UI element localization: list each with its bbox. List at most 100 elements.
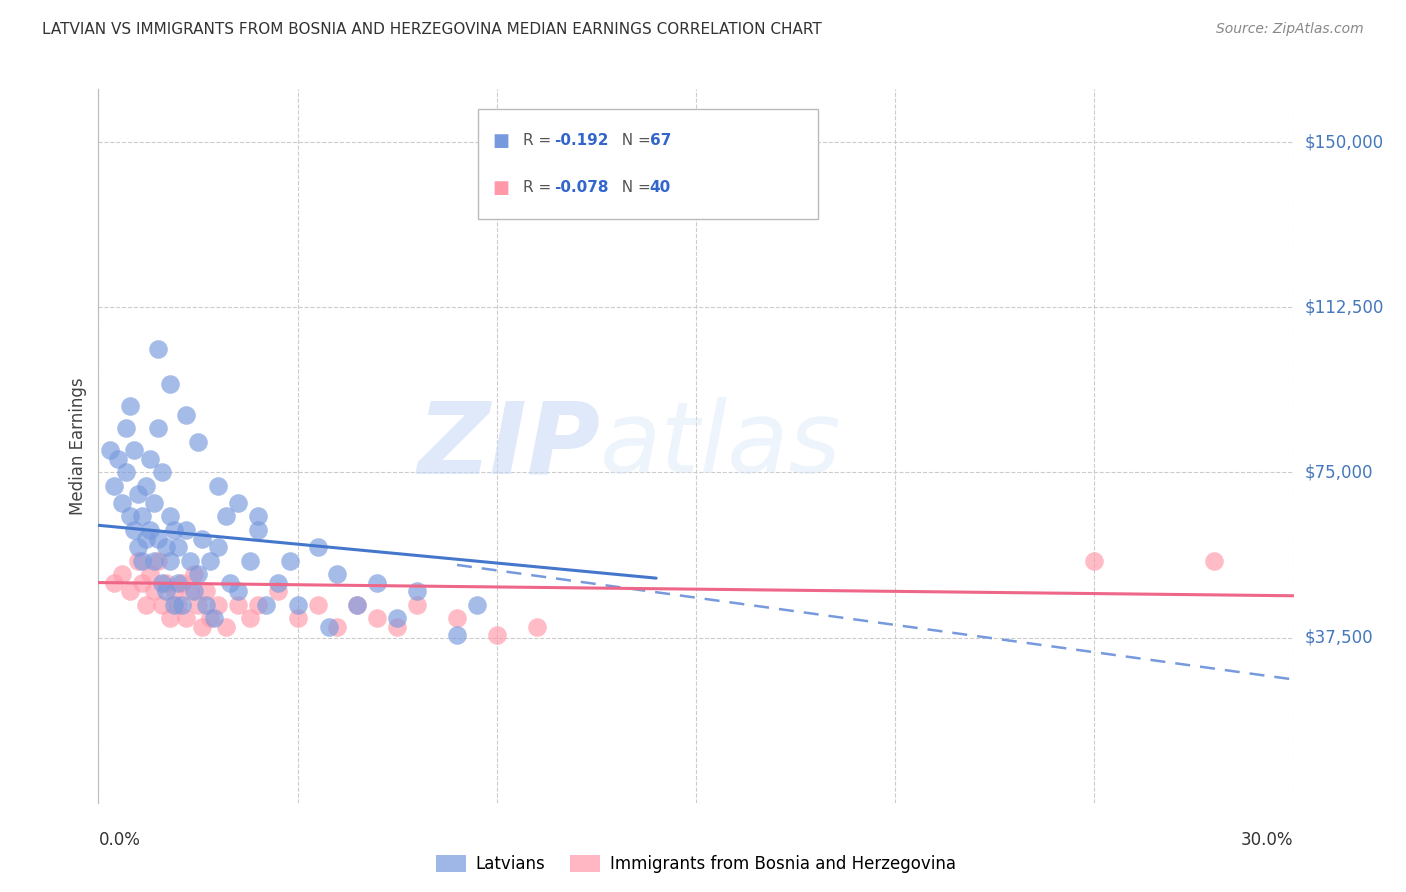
Text: LATVIAN VS IMMIGRANTS FROM BOSNIA AND HERZEGOVINA MEDIAN EARNINGS CORRELATION CH: LATVIAN VS IMMIGRANTS FROM BOSNIA AND HE… [42, 22, 823, 37]
Point [187, 598, 209, 612]
Point [246, 509, 269, 524]
Point [346, 598, 368, 612]
Point [131, 553, 153, 567]
Point [143, 553, 166, 567]
Point [207, 598, 229, 612]
Point [194, 584, 218, 599]
Point [191, 532, 214, 546]
Point [159, 611, 181, 625]
Text: 40: 40 [650, 180, 671, 195]
Point [163, 523, 186, 537]
Point [148, 553, 170, 567]
Point [406, 584, 429, 599]
Text: atlas: atlas [600, 398, 842, 494]
Point [159, 377, 181, 392]
Point [174, 408, 197, 422]
Point [183, 566, 205, 581]
Text: 67: 67 [650, 133, 671, 148]
Legend: Latvians, Immigrants from Bosnia and Herzegovina: Latvians, Immigrants from Bosnia and Her… [429, 848, 963, 880]
Text: Source: ZipAtlas.com: Source: ZipAtlas.com [1216, 22, 1364, 37]
Point [446, 611, 468, 625]
Text: $37,500: $37,500 [1305, 629, 1374, 647]
Point [167, 541, 190, 555]
Point [366, 611, 388, 625]
Point [465, 598, 488, 612]
Point [191, 619, 214, 633]
Point [131, 509, 153, 524]
Point [143, 496, 166, 510]
Point [103, 575, 125, 590]
Point [148, 342, 170, 356]
Text: ■: ■ [492, 132, 509, 150]
Point [150, 598, 173, 612]
Point [159, 553, 181, 567]
Point [385, 611, 409, 625]
Text: R =: R = [523, 133, 557, 148]
Point [183, 584, 205, 599]
Point [174, 611, 197, 625]
Text: $112,500: $112,500 [1305, 298, 1384, 317]
Point [219, 575, 242, 590]
Point [187, 566, 209, 581]
Point [148, 532, 170, 546]
Point [485, 628, 508, 642]
Point [127, 553, 149, 567]
Point [148, 421, 170, 435]
Point [202, 611, 225, 625]
Point [174, 523, 197, 537]
Point [155, 584, 177, 599]
Point [135, 478, 157, 492]
Point [135, 598, 157, 612]
Point [307, 598, 329, 612]
Point [107, 452, 129, 467]
Point [179, 553, 201, 567]
Text: N =: N = [612, 180, 655, 195]
Text: -0.078: -0.078 [554, 180, 609, 195]
Point [278, 553, 301, 567]
Point [139, 523, 162, 537]
Point [111, 496, 134, 510]
Point [1083, 553, 1105, 567]
Point [239, 553, 262, 567]
Point [254, 598, 277, 612]
Point [127, 487, 149, 501]
Point [124, 523, 146, 537]
Point [98, 443, 122, 458]
Point [446, 628, 468, 642]
Point [120, 509, 142, 524]
Point [127, 541, 149, 555]
Point [385, 619, 409, 633]
Text: -0.192: -0.192 [554, 133, 609, 148]
Point [287, 611, 309, 625]
Point [194, 598, 218, 612]
Point [267, 584, 290, 599]
Point [167, 598, 190, 612]
Point [139, 566, 162, 581]
Point [346, 598, 368, 612]
Text: ■: ■ [492, 178, 509, 196]
Point [198, 553, 221, 567]
Point [150, 466, 173, 480]
Point [226, 584, 249, 599]
Point [198, 611, 221, 625]
Point [239, 611, 262, 625]
Text: ZIP: ZIP [418, 398, 600, 494]
Point [226, 598, 249, 612]
Point [139, 452, 162, 467]
Point [115, 421, 138, 435]
Point [326, 619, 349, 633]
Point [150, 575, 173, 590]
Point [246, 598, 269, 612]
Point [318, 619, 340, 633]
Text: 30.0%: 30.0% [1241, 831, 1294, 849]
Point [246, 523, 269, 537]
Text: N =: N = [612, 133, 655, 148]
Point [131, 575, 153, 590]
Point [111, 566, 134, 581]
Text: R =: R = [523, 180, 557, 195]
Y-axis label: Median Earnings: Median Earnings [69, 377, 87, 515]
Point [163, 598, 186, 612]
Point [215, 509, 238, 524]
Point [215, 619, 238, 633]
Point [1202, 553, 1225, 567]
